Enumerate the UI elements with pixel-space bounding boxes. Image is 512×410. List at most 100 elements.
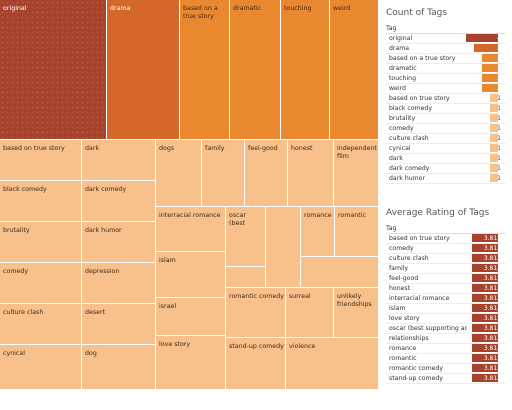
- treemap-cell-label: based on a true story: [183, 5, 218, 20]
- treemap-cell[interactable]: romantic: [335, 207, 379, 257]
- bar-row: based on true story 3.812: [386, 234, 506, 244]
- treemap-cell[interactable]: family: [202, 140, 245, 207]
- treemap-cell[interactable]: desert: [82, 304, 156, 345]
- treemap-cell-label: dog: [85, 350, 97, 357]
- bar-tag-label: black comedy: [389, 105, 433, 112]
- count-panel-title: Count of Tags: [386, 8, 448, 18]
- bar-tag-label: original: [389, 35, 413, 42]
- treemap-cell-label: black comedy: [3, 186, 47, 193]
- bar-mark: [490, 134, 498, 142]
- treemap-cell[interactable]: romance: [301, 207, 335, 257]
- bar-value-label: 2: [497, 75, 501, 82]
- treemap-cell-label: dogs: [159, 145, 175, 152]
- tag-treemap: original drama based on a true story dramat…: [0, 0, 380, 410]
- bar-mark: [472, 314, 498, 322]
- bar-mark: [472, 304, 498, 312]
- bar-tag-label: culture clash: [389, 135, 429, 142]
- treemap-cell[interactable]: dramatic: [230, 0, 281, 140]
- treemap-cell[interactable]: unlikely friendships: [334, 288, 379, 338]
- bar-mark: [482, 84, 498, 92]
- bar-tag-label: relationships: [389, 335, 429, 342]
- treemap-cell[interactable]: [0, 390, 380, 410]
- treemap-cell[interactable]: stand-up comedy: [226, 338, 286, 390]
- bar-row: touching 2: [386, 74, 506, 84]
- treemap-cell[interactable]: touching: [281, 0, 330, 140]
- treemap-cell[interactable]: based on a true story: [180, 0, 230, 140]
- bar-tag-label: dark comedy: [389, 165, 430, 172]
- treemap-cell[interactable]: honest: [288, 140, 334, 207]
- bar-value-label: 1: [497, 135, 501, 142]
- treemap-cell[interactable]: romantic comedy: [226, 288, 286, 338]
- bar-tag-label: touching: [389, 75, 417, 82]
- treemap-cell[interactable]: black comedy: [0, 181, 82, 222]
- treemap-cell-label: surreal: [289, 293, 311, 300]
- treemap-cell[interactable]: feel-good: [245, 140, 288, 207]
- treemap-cell[interactable]: surreal: [286, 288, 334, 338]
- bar-tag-label: drama: [389, 45, 410, 52]
- treemap-cell[interactable]: independent film: [334, 140, 379, 207]
- treemap-cell[interactable]: dogs: [156, 140, 202, 207]
- bar-mark: [472, 374, 498, 382]
- bar-value-label: 3.812: [483, 245, 501, 252]
- bar-row: islam 3.812: [386, 304, 506, 314]
- treemap-cell-label: depression: [85, 268, 120, 275]
- treemap-cell-label: interracial romance: [159, 212, 221, 219]
- treemap-cell[interactable]: violence: [286, 338, 379, 390]
- bar-tag-label: stand-up comedy: [389, 375, 443, 382]
- treemap-cell-label: cynical: [3, 350, 25, 357]
- treemap-cell-label: independent film: [337, 145, 377, 160]
- treemap-cell[interactable]: interracial romance: [156, 207, 226, 252]
- treemap-cell-label: israel: [159, 303, 177, 310]
- bar-row: stand-up comedy 3.812: [386, 374, 506, 384]
- bar-value-label: 3.812: [483, 235, 501, 242]
- treemap-cell[interactable]: cynical: [0, 345, 82, 390]
- treemap-cell[interactable]: oscar (best: [226, 207, 266, 267]
- bar-row: based on true story 1: [386, 94, 506, 104]
- bar-value-label: 1: [497, 155, 501, 162]
- bar-row: dark comedy 1: [386, 164, 506, 174]
- bar-mark: [472, 324, 498, 332]
- bar-row: comedy 3.812: [386, 244, 506, 254]
- bar-mark: [472, 254, 498, 262]
- bar-tag-label: based on true story: [389, 95, 450, 102]
- treemap-cell[interactable]: comedy: [0, 263, 82, 304]
- bar-tag-label: based on true story: [389, 235, 450, 242]
- treemap-cell[interactable]: israel: [156, 298, 226, 336]
- treemap-cell[interactable]: weird: [330, 0, 379, 140]
- bar-mark: [490, 124, 498, 132]
- bar-row: weird 2: [386, 84, 506, 94]
- bar-mark: [490, 144, 498, 152]
- bar-row: based on a true story 2: [386, 54, 506, 64]
- count-of-tags-panel: Count of Tags Tag original 4 drama 3 based o…: [386, 8, 506, 184]
- treemap-cell-label: weird: [333, 5, 351, 12]
- bar-row: cynical 1: [386, 144, 506, 154]
- bar-row: interracial romance 3.812: [386, 294, 506, 304]
- treemap-cell[interactable]: love story: [156, 336, 226, 390]
- treemap-cell[interactable]: drama: [107, 0, 180, 140]
- treemap-cell[interactable]: brutality: [0, 222, 82, 263]
- treemap-cell[interactable]: [301, 257, 379, 288]
- treemap-cell-label: drama: [110, 5, 131, 12]
- treemap-cell[interactable]: [226, 267, 266, 288]
- treemap-cell[interactable]: dark humor: [82, 222, 156, 263]
- bar-tag-label: interracial romance: [389, 295, 450, 302]
- treemap-cell[interactable]: original: [0, 0, 107, 140]
- treemap-cell[interactable]: dog: [82, 345, 156, 390]
- bar-mark: [472, 294, 498, 302]
- treemap-cell-label: desert: [85, 309, 106, 316]
- treemap-cell[interactable]: culture clash: [0, 304, 82, 345]
- bar-row: honest 3.812: [386, 284, 506, 294]
- bar-tag-label: dramatic: [389, 65, 417, 72]
- treemap-cell-label: honest: [291, 145, 313, 152]
- treemap-cell[interactable]: islam: [156, 252, 226, 298]
- bar-value-label: 3.812: [483, 345, 501, 352]
- treemap-cell[interactable]: dark comedy: [82, 181, 156, 222]
- bar-mark: [490, 94, 498, 102]
- treemap-cell[interactable]: depression: [82, 263, 156, 304]
- bar-value-label: 3.812: [483, 255, 501, 262]
- bar-mark: [490, 114, 498, 122]
- treemap-cell[interactable]: [266, 207, 301, 288]
- treemap-cell[interactable]: dark: [82, 140, 156, 181]
- bar-row: dark humor 1: [386, 174, 506, 184]
- treemap-cell[interactable]: based on true story: [0, 140, 82, 181]
